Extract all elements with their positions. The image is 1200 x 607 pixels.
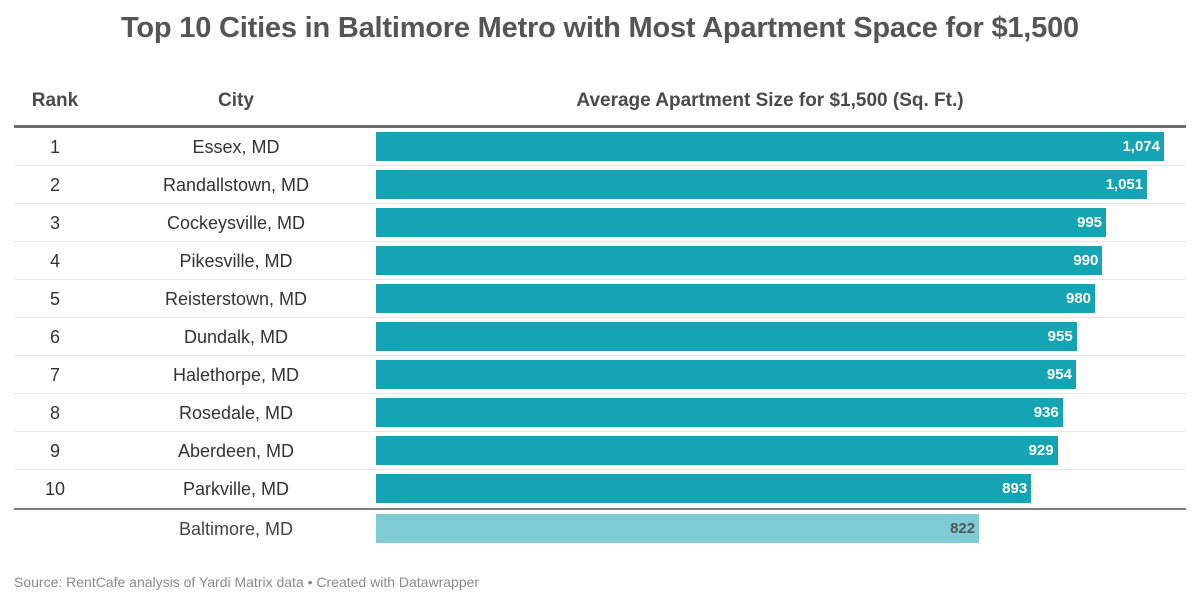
table-row: 7 Halethorpe, MD 954: [14, 356, 1186, 394]
reference-row: Baltimore, MD 822: [14, 510, 1186, 548]
bar: 1,051: [376, 170, 1148, 199]
table-row: 9 Aberdeen, MD 929: [14, 432, 1186, 470]
rank-cell: 1: [49, 137, 60, 157]
rank-cell: 2: [49, 175, 60, 195]
bar: 995: [376, 208, 1107, 237]
rank-cell: 8: [49, 403, 60, 423]
bar: 980: [376, 284, 1096, 313]
city-cell: Pikesville, MD: [179, 251, 293, 271]
bar: 893: [376, 474, 1032, 503]
rank-cell: 4: [49, 251, 60, 271]
table-row: 5 Reisterstown, MD 980: [14, 280, 1186, 318]
bar-track: 990: [376, 246, 1176, 275]
bar-value-label: 936: [1033, 404, 1059, 421]
table-row: 3 Cockeysville, MD 995: [14, 204, 1186, 242]
chart-title: Top 10 Cities in Baltimore Metro with Mo…: [121, 12, 1079, 44]
bar: 990: [376, 246, 1103, 275]
column-header-city: City: [218, 90, 254, 111]
city-cell: Reisterstown, MD: [164, 289, 308, 309]
table-row: 4 Pikesville, MD 990: [14, 242, 1186, 280]
city-cell: Cockeysville, MD: [166, 213, 306, 233]
rank-cell: 6: [49, 327, 60, 347]
bar-value-label: 995: [1077, 214, 1103, 231]
reference-bar: 822: [376, 514, 980, 543]
city-cell: Randallstown, MD: [162, 175, 310, 195]
bar-track: 980: [376, 284, 1176, 313]
header-divider: [14, 125, 1186, 128]
table-row: 8 Rosedale, MD 936: [14, 394, 1186, 432]
bar-value-label: 954: [1046, 366, 1072, 383]
bar-value-label: 980: [1066, 290, 1092, 307]
bar-track: 936: [376, 398, 1176, 427]
city-cell: Parkville, MD: [182, 479, 289, 499]
rank-cell: 10: [44, 479, 66, 499]
bar: 954: [376, 360, 1076, 389]
column-header-value: Average Apartment Size for $1,500 (Sq. F…: [576, 90, 964, 111]
rank-cell: 5: [49, 289, 60, 309]
bar-track: 955: [376, 322, 1176, 351]
reference-bar-label: 822: [950, 520, 976, 537]
column-header-rank: Rank: [31, 90, 79, 111]
rank-cell: 7: [49, 365, 60, 385]
bar-value-label: 1,051: [1105, 176, 1144, 193]
table-row: 2 Randallstown, MD 1,051: [14, 166, 1186, 204]
bar-value-label: 955: [1047, 328, 1073, 345]
bar-value-label: 990: [1073, 252, 1099, 269]
bar-value-label: 929: [1028, 442, 1054, 459]
bar-track: 893: [376, 474, 1176, 503]
bar: 929: [376, 436, 1058, 465]
city-cell: Rosedale, MD: [178, 403, 294, 423]
bar-track: 1,051: [376, 170, 1176, 199]
bar-value-label: 1,074: [1122, 138, 1160, 155]
bar-track: 995: [376, 208, 1176, 237]
reference-divider: [14, 508, 1186, 510]
table-row: 10 Parkville, MD 893: [14, 470, 1186, 508]
source-note: Source: RentCafe analysis of Yardi Matri…: [14, 574, 480, 590]
bar: 955: [376, 322, 1077, 351]
bar: 1,074: [376, 132, 1164, 161]
reference-city: Baltimore, MD: [178, 519, 294, 539]
bar: 936: [376, 398, 1063, 427]
city-cell: Aberdeen, MD: [177, 441, 295, 461]
table-row: 6 Dundalk, MD 955: [14, 318, 1186, 356]
bar-track: 1,074: [376, 132, 1176, 161]
city-cell: Halethorpe, MD: [172, 365, 300, 385]
bar-track: 954: [376, 360, 1176, 389]
rank-cell: 9: [49, 441, 60, 461]
reference-bar-track: 822: [376, 514, 1176, 543]
table-row: 1 Essex, MD 1,074: [14, 128, 1186, 166]
table-body: 1 Essex, MD 1,074 2 Randallstown, MD 1,051 3 Co…: [14, 128, 1186, 508]
city-cell: Essex, MD: [192, 137, 280, 157]
bar-track: 929: [376, 436, 1176, 465]
bar-value-label: 893: [1002, 480, 1028, 497]
city-cell: Dundalk, MD: [183, 327, 289, 347]
rank-cell: 3: [49, 213, 60, 233]
